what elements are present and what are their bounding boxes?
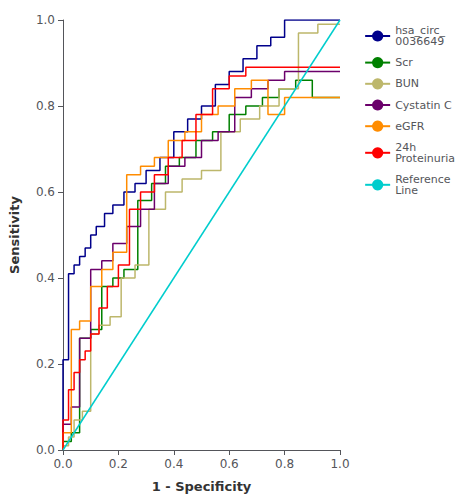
svg-text:24h: 24h: [395, 140, 417, 154]
svg-text:0.6: 0.6: [36, 185, 55, 199]
svg-text:Proteinuria: Proteinuria: [395, 152, 455, 165]
svg-text:0.2: 0.2: [109, 457, 128, 471]
svg-text:0.2: 0.2: [36, 357, 55, 371]
svg-text:1 - Specificity: 1 - Specificity: [152, 479, 252, 494]
svg-text:Scr: Scr: [395, 56, 413, 69]
svg-text:Reference: Reference: [395, 172, 451, 186]
svg-text:0.0: 0.0: [36, 443, 55, 457]
svg-text:0.0: 0.0: [53, 457, 72, 471]
svg-text:0.8: 0.8: [36, 99, 55, 113]
svg-text:1.0: 1.0: [36, 13, 55, 27]
svg-text:0036649: 0036649: [395, 35, 444, 48]
svg-text:Line: Line: [395, 184, 418, 197]
svg-text:0.4: 0.4: [36, 271, 55, 285]
svg-text:Cystatin C: Cystatin C: [395, 99, 452, 112]
svg-text:1.0: 1.0: [330, 457, 349, 471]
svg-text:0.4: 0.4: [164, 457, 183, 471]
svg-text:BUN: BUN: [395, 77, 419, 90]
svg-text:hsa_circ_: hsa_circ_: [395, 24, 445, 37]
svg-text:Sensitivity: Sensitivity: [7, 196, 22, 274]
svg-text:eGFR: eGFR: [395, 120, 425, 133]
svg-text:0.8: 0.8: [275, 457, 294, 471]
svg-text:0.6: 0.6: [220, 457, 239, 471]
